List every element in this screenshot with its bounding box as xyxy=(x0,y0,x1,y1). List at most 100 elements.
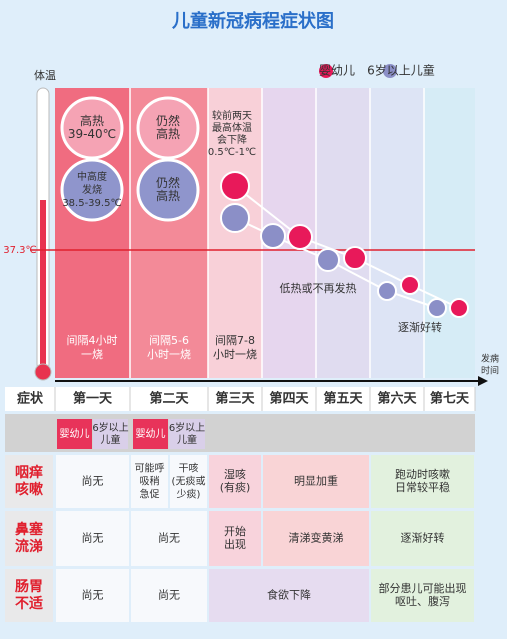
label: 仍然 xyxy=(156,113,180,128)
group-cell xyxy=(93,419,128,449)
symptom-cell xyxy=(131,511,207,566)
child-dot xyxy=(427,298,447,318)
label: 开始 xyxy=(224,524,246,538)
label: 会下降 xyxy=(217,133,247,146)
day-label: 第六天 xyxy=(377,391,417,407)
label: 尚无 xyxy=(158,531,180,545)
child-dot xyxy=(260,223,286,249)
label: 尚无 xyxy=(82,531,104,545)
infant-dot xyxy=(220,171,250,201)
header-row xyxy=(5,387,475,411)
label: 发烧 xyxy=(82,183,102,196)
x-arrow xyxy=(478,376,488,386)
label: 流涕 xyxy=(15,538,43,555)
day-label: 第一天 xyxy=(73,391,113,407)
label: 较前两天 xyxy=(212,109,252,122)
label: 干咳 xyxy=(179,462,199,475)
symptom-cell xyxy=(56,511,129,566)
label: 跑动时咳嗽 xyxy=(395,467,450,481)
label: 可能呼 xyxy=(135,462,165,475)
legend-label: 婴幼儿 xyxy=(319,64,355,78)
note: 逐渐好转 xyxy=(398,320,442,334)
title: 儿童新冠病程症状图 xyxy=(171,10,334,32)
label: 最高体温 xyxy=(212,121,252,134)
symptom-cell xyxy=(131,569,207,622)
symptom-cell xyxy=(263,511,369,566)
label: 鼻塞 xyxy=(15,521,44,538)
note: 低热或不再发热 xyxy=(280,281,357,295)
label: 小时一烧 xyxy=(213,348,257,361)
label: 日常较平稳 xyxy=(395,480,450,494)
label: 尚无 xyxy=(158,588,180,602)
label: 食欲下降 xyxy=(267,588,311,602)
label: 尚无 xyxy=(82,474,104,488)
label: 肠胃 xyxy=(15,579,43,595)
bubble xyxy=(60,158,124,222)
legend-dot xyxy=(319,64,333,78)
child-dot xyxy=(377,281,397,301)
symptom-cell xyxy=(371,455,474,508)
label: 6岁以上 xyxy=(169,421,205,434)
label: 间隔5-6 xyxy=(149,334,189,347)
label: 仍然 xyxy=(156,175,180,190)
row-label-cell xyxy=(5,569,53,622)
symptom-cell xyxy=(131,455,168,508)
infant-dot xyxy=(287,224,313,250)
child-dot xyxy=(220,203,250,233)
group-cell xyxy=(57,419,92,449)
label: 婴幼儿 xyxy=(60,427,90,440)
row-label-cell xyxy=(5,511,53,566)
label: (无痰或 xyxy=(172,475,206,488)
label: 清涕变黄涕 xyxy=(289,531,344,545)
symptom-cell xyxy=(209,455,261,508)
day-column xyxy=(316,88,370,378)
threshold-label: 37.3℃ xyxy=(3,245,37,256)
thermometer-bulb xyxy=(34,363,52,381)
label: 小时一烧 xyxy=(147,348,191,361)
label: (有痰) xyxy=(220,480,251,494)
infant-dot xyxy=(400,275,420,295)
infant-dot xyxy=(449,298,469,318)
day-label: 第四天 xyxy=(269,391,309,407)
group-cell xyxy=(133,419,168,449)
label: 少痰) xyxy=(177,488,201,501)
y-axis-label: 体温 xyxy=(34,68,56,82)
label: 吸稍 xyxy=(140,475,160,488)
label: 高热 xyxy=(156,188,180,203)
legend-dot xyxy=(383,64,397,78)
label: 尚无 xyxy=(82,588,104,602)
bubble xyxy=(136,158,200,222)
label: 38.5-39.5℃ xyxy=(62,198,121,209)
label: 0.5℃-1℃ xyxy=(208,147,256,158)
label: 咽痒 xyxy=(15,464,43,481)
label: 儿童 xyxy=(101,433,121,446)
label: 湿咳 xyxy=(224,467,246,481)
label: 发病 xyxy=(481,353,499,365)
legend-label: 6岁以上儿童 xyxy=(367,63,435,78)
symptom-cell xyxy=(170,455,207,508)
label: 呕吐、腹泻 xyxy=(395,594,450,608)
label: 逐渐好转 xyxy=(401,531,445,545)
symptom-cell xyxy=(371,511,474,566)
day-label: 第五天 xyxy=(323,391,363,407)
bubble xyxy=(136,96,200,160)
label: 一烧 xyxy=(81,348,103,361)
label: 部分患儿可能出现 xyxy=(379,581,467,595)
label: 咳嗽 xyxy=(15,481,43,498)
bubble xyxy=(60,96,124,160)
label: 间隔7-8 xyxy=(215,334,255,347)
symptom-cell xyxy=(56,569,129,622)
label: 儿童 xyxy=(177,433,197,446)
label: 高热 xyxy=(156,126,180,141)
label: 明显加重 xyxy=(294,474,338,488)
infant-dot xyxy=(343,246,367,270)
label: 婴幼儿 xyxy=(136,427,166,440)
label: 间隔4小时 xyxy=(67,334,118,347)
label: 6岁以上 xyxy=(92,421,128,434)
label: 中高度 xyxy=(77,170,107,183)
label: 不适 xyxy=(15,595,43,612)
symptom-cell xyxy=(56,455,129,508)
day-label: 第七天 xyxy=(430,391,470,407)
day-label: 第二天 xyxy=(149,391,189,407)
